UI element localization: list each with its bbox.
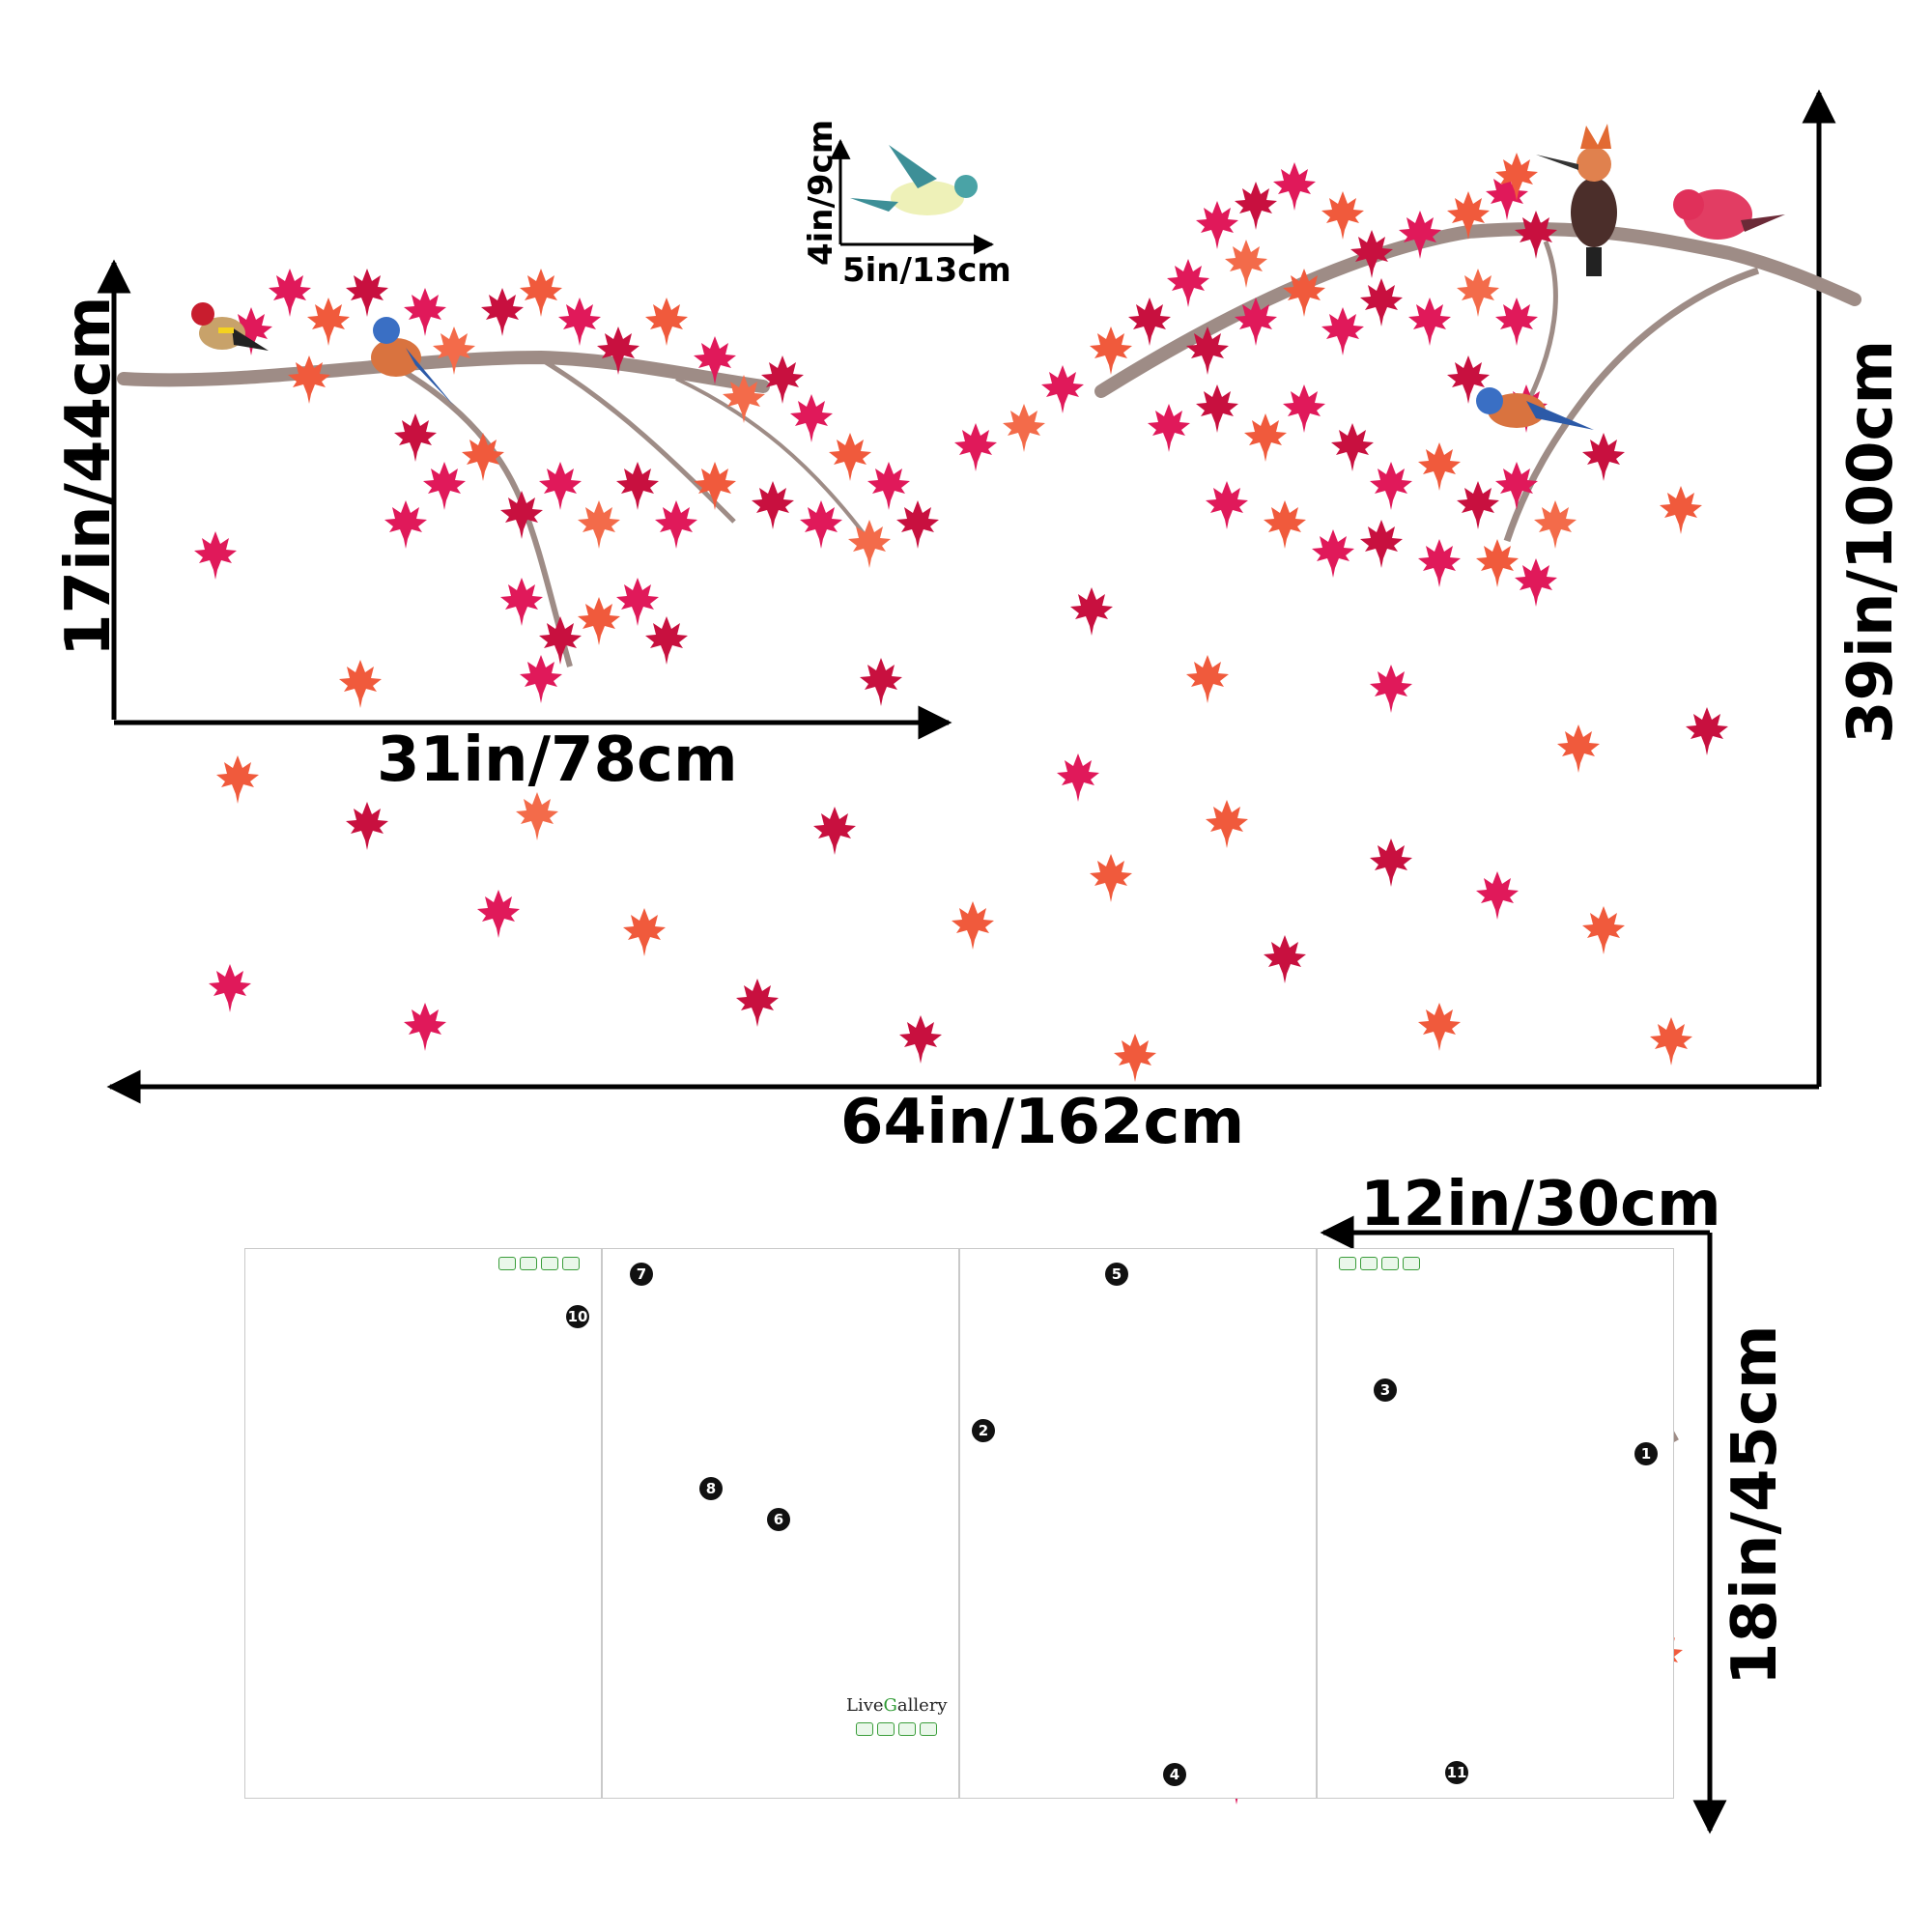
sticker-sheet-4: 3 1 11 — [1317, 1248, 1674, 1799]
flying-bird-icon — [850, 145, 978, 215]
brand-accent: G — [883, 1695, 897, 1716]
bird-height-label: 4in/9cm — [802, 119, 840, 266]
brand-logo: LiveGallery — [846, 1695, 948, 1716]
sheet-number-badge: 8 — [699, 1477, 723, 1500]
sheet-number-badge: 3 — [1374, 1378, 1397, 1402]
sheet-number-badge: 1 — [1634, 1442, 1658, 1465]
sheet-number-badge: 2 — [972, 1419, 995, 1442]
bluebird-icon — [371, 317, 454, 406]
left-branch-width-label: 31in/78cm — [377, 724, 738, 796]
right-branch-leaves — [954, 153, 1625, 607]
dimension-arrows — [97, 89, 1836, 1834]
sheet-number-badge: 4 — [1163, 1763, 1186, 1786]
sticker-sheet-3: 5 2 4 — [959, 1248, 1317, 1799]
sheet-width-label: 12in/30cm — [1360, 1169, 1721, 1240]
sheet-number-badge: 6 — [767, 1508, 790, 1531]
certification-logos — [1339, 1257, 1420, 1270]
sheet-number-badge: 11 — [1445, 1761, 1468, 1784]
sheet-number-badge: 10 — [566, 1305, 589, 1328]
finch-icon — [1673, 189, 1785, 240]
certification-logos — [856, 1722, 937, 1736]
sheet-number-badge: 7 — [630, 1263, 653, 1286]
bluebird-right-icon — [1476, 387, 1594, 430]
top-height-label: 39in/100cm — [1835, 339, 1907, 744]
certification-logos — [498, 1257, 580, 1270]
left-branch-height-label: 17in/44cm — [53, 296, 125, 657]
brand-suffix: allery — [896, 1695, 948, 1716]
sheet-number-badge: 5 — [1105, 1263, 1128, 1286]
left-branch-leaves — [230, 269, 939, 703]
bird-width-label: 5in/13cm — [842, 251, 1011, 290]
goldfinch-icon — [191, 302, 269, 351]
top-width-label: 64in/162cm — [840, 1087, 1245, 1158]
sheet-height-label: 18in/45cm — [1719, 1324, 1791, 1686]
sticker-sheet-2: 7 8 6 LiveGallery — [602, 1248, 959, 1799]
brand-prefix: Live — [846, 1695, 884, 1716]
hoopoe-icon — [1536, 124, 1617, 276]
sticker-sheet-1: 10 — [244, 1248, 602, 1799]
